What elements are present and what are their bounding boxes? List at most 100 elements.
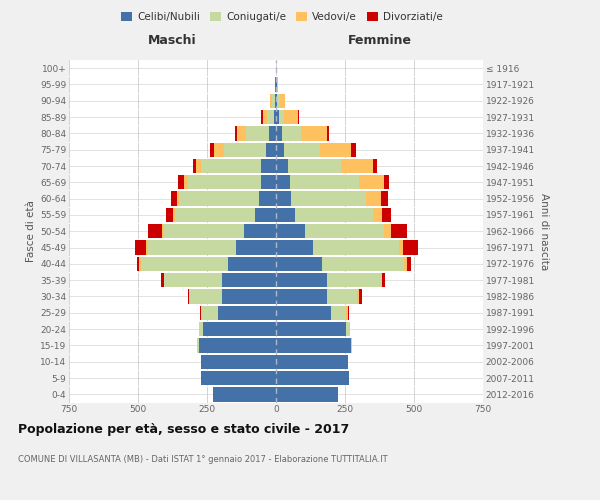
Bar (139, 256, 141, 271)
Text: Femmine: Femmine (347, 34, 412, 47)
Bar (162, 224, 164, 238)
Bar (161, 273, 164, 287)
Bar (404, 256, 407, 271)
Bar (277, 94, 280, 108)
Bar (179, 192, 259, 206)
Bar (202, 371, 276, 385)
Bar (276, 142, 284, 157)
Bar (383, 224, 391, 238)
Bar (245, 126, 269, 140)
Bar (196, 159, 202, 173)
Bar (276, 306, 331, 320)
Bar (399, 240, 403, 254)
Bar (373, 208, 382, 222)
Bar (276, 338, 350, 352)
Bar (276, 322, 346, 336)
Bar (276, 290, 327, 304)
Bar (284, 142, 320, 157)
Bar (210, 142, 214, 157)
Bar (331, 306, 346, 320)
Bar (197, 338, 199, 352)
Bar (188, 175, 261, 190)
Bar (236, 240, 276, 254)
Bar (272, 94, 275, 108)
Bar (279, 110, 284, 124)
Bar (281, 126, 301, 140)
Bar (275, 94, 276, 108)
Bar (235, 126, 238, 140)
Bar (263, 110, 267, 124)
Bar (256, 208, 276, 222)
Bar (284, 110, 298, 124)
Bar (276, 256, 322, 271)
Bar (188, 290, 189, 304)
Bar (276, 354, 348, 369)
Bar (171, 192, 176, 206)
Bar (276, 159, 289, 173)
Bar (276, 208, 295, 222)
Bar (289, 159, 341, 173)
Bar (141, 256, 228, 271)
Bar (276, 387, 338, 402)
Bar (327, 290, 358, 304)
Bar (313, 240, 399, 254)
Bar (276, 175, 290, 190)
Bar (322, 256, 404, 271)
Bar (301, 126, 327, 140)
Bar (276, 94, 277, 108)
Bar (218, 306, 276, 320)
Bar (403, 240, 418, 254)
Bar (193, 159, 196, 173)
Bar (166, 208, 173, 222)
Bar (280, 94, 285, 108)
Bar (320, 142, 350, 157)
Bar (266, 142, 276, 157)
Bar (137, 256, 139, 271)
Bar (222, 290, 276, 304)
Bar (327, 273, 381, 287)
Bar (350, 338, 352, 352)
Bar (276, 371, 349, 385)
Bar (164, 224, 244, 238)
Bar (267, 110, 274, 124)
Bar (178, 175, 184, 190)
Bar (327, 126, 329, 140)
Bar (212, 387, 276, 402)
Bar (199, 322, 203, 336)
Bar (146, 240, 148, 254)
Bar (276, 192, 291, 206)
Bar (164, 273, 222, 287)
Bar (214, 142, 224, 157)
Bar (202, 354, 276, 369)
Bar (382, 273, 385, 287)
Bar (291, 192, 366, 206)
Bar (276, 110, 279, 124)
Bar (261, 175, 276, 190)
Bar (348, 306, 349, 320)
Text: Maschi: Maschi (148, 34, 197, 47)
Bar (383, 175, 389, 190)
Bar (276, 224, 305, 238)
Bar (228, 256, 276, 271)
Bar (346, 322, 350, 336)
Bar (276, 273, 327, 287)
Bar (391, 224, 407, 238)
Bar (269, 126, 276, 140)
Legend: Celibi/Nubili, Coniugati/e, Vedovi/e, Divorziati/e: Celibi/Nubili, Coniugati/e, Vedovi/e, Di… (117, 8, 447, 26)
Bar (407, 256, 411, 271)
Bar (276, 126, 281, 140)
Bar (359, 290, 362, 304)
Bar (203, 322, 276, 336)
Bar (200, 306, 202, 320)
Bar (259, 192, 276, 206)
Y-axis label: Fasce di età: Fasce di età (26, 200, 36, 262)
Bar (274, 110, 276, 124)
Bar (261, 159, 276, 173)
Bar (295, 208, 373, 222)
Bar (202, 306, 218, 320)
Bar (276, 240, 313, 254)
Bar (176, 192, 179, 206)
Bar (224, 142, 266, 157)
Bar (373, 159, 377, 173)
Bar (358, 290, 359, 304)
